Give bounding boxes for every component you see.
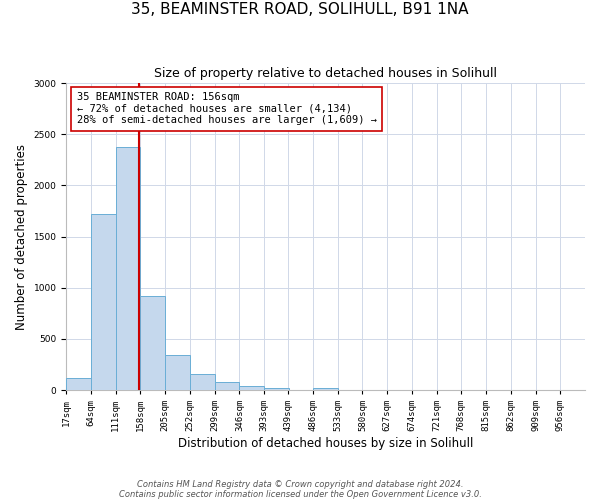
Bar (239, 386, 264, 390)
Bar (66, 378, 91, 390)
Bar (264, 388, 289, 390)
Bar (190, 374, 215, 390)
Bar (140, 296, 165, 390)
Y-axis label: Number of detached properties: Number of detached properties (15, 144, 28, 330)
Text: 35, BEAMINSTER ROAD, SOLIHULL, B91 1NA: 35, BEAMINSTER ROAD, SOLIHULL, B91 1NA (131, 2, 469, 18)
X-axis label: Distribution of detached houses by size in Solihull: Distribution of detached houses by size … (178, 437, 473, 450)
Bar (215, 382, 239, 390)
Bar (165, 355, 190, 390)
Bar (91, 214, 116, 390)
Bar (313, 388, 338, 390)
Text: 35 BEAMINSTER ROAD: 156sqm
← 72% of detached houses are smaller (4,134)
28% of s: 35 BEAMINSTER ROAD: 156sqm ← 72% of deta… (77, 92, 377, 126)
Title: Size of property relative to detached houses in Solihull: Size of property relative to detached ho… (154, 68, 497, 80)
Text: Contains HM Land Registry data © Crown copyright and database right 2024.
Contai: Contains HM Land Registry data © Crown c… (119, 480, 481, 499)
Bar (116, 146, 140, 390)
